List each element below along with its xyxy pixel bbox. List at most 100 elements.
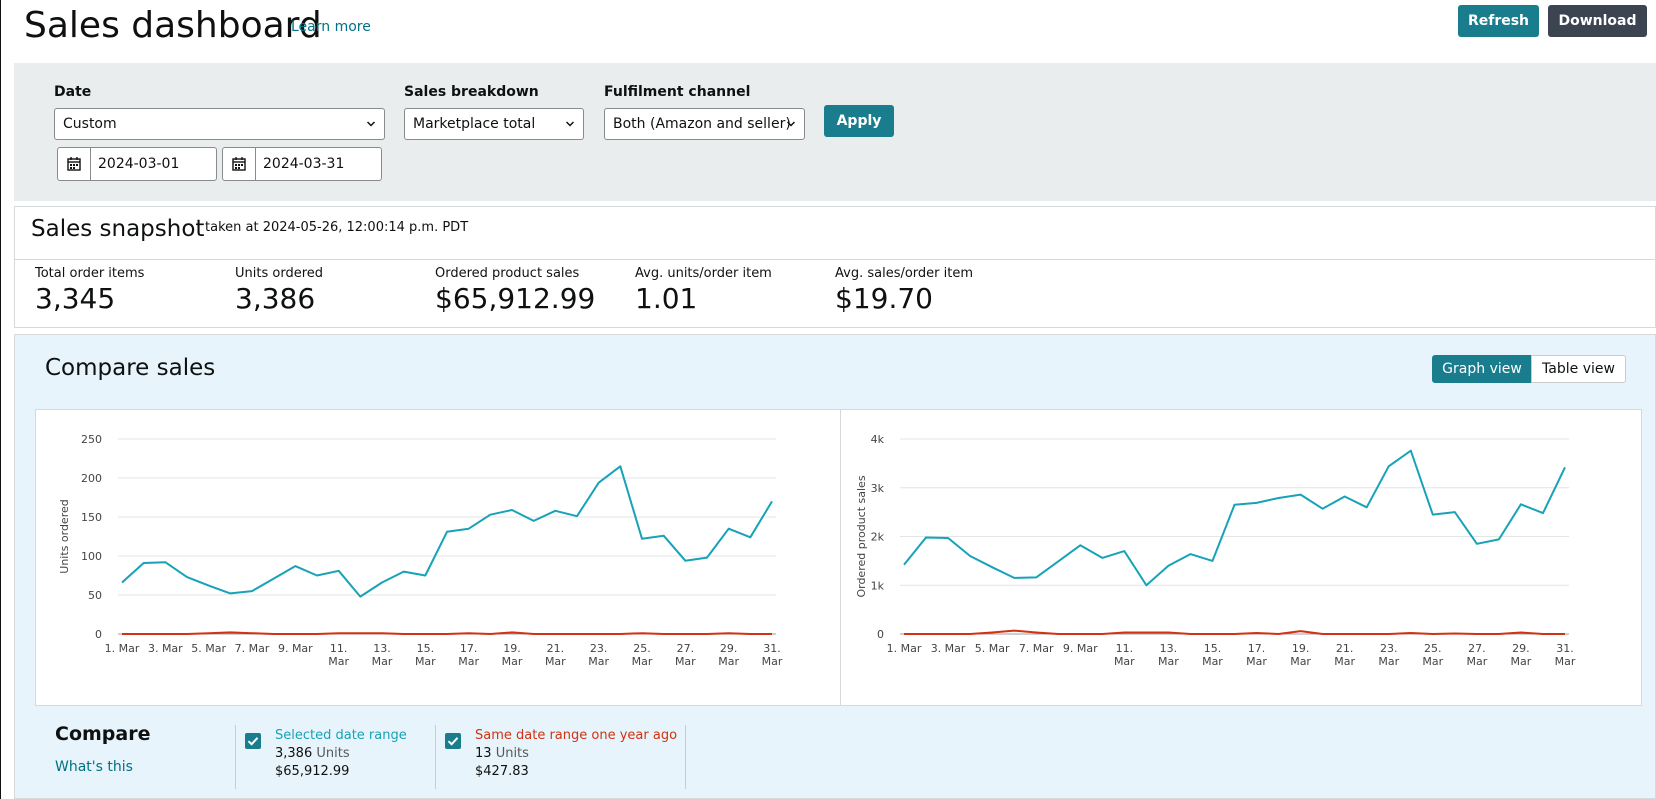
data-point (1254, 631, 1259, 636)
data-point (380, 631, 385, 636)
refresh-button[interactable]: Refresh (1458, 5, 1539, 37)
date-label: Date (54, 84, 92, 100)
data-point (924, 632, 929, 637)
data-point (250, 589, 255, 594)
data-point (661, 533, 666, 538)
data-point (902, 632, 907, 637)
start-date-field[interactable]: 2024-03-01 (57, 147, 217, 181)
date-select-value: Custom (63, 116, 117, 132)
y-tick-label: 1k (871, 579, 885, 592)
x-tick-label: 25. Mar (632, 642, 653, 668)
learn-more-link[interactable]: Learn more (291, 19, 371, 35)
chart-divider (840, 410, 841, 705)
sales-breakdown-select[interactable]: Marketplace total (404, 108, 584, 140)
legend-divider (235, 725, 236, 789)
data-point (1034, 630, 1039, 635)
metric-label: Avg. sales/order item (835, 266, 974, 281)
data-point (1496, 632, 1501, 637)
data-point (1166, 630, 1171, 635)
data-point (946, 632, 951, 637)
legend-name: Selected date range (275, 728, 407, 743)
data-point (336, 568, 341, 573)
data-point (1188, 552, 1193, 557)
series-line-selected-range (903, 449, 1566, 587)
data-point (488, 512, 493, 517)
data-point (1364, 632, 1369, 637)
data-point (1012, 575, 1017, 580)
calendar-icon[interactable] (223, 148, 256, 180)
y-tick-label: 3k (871, 482, 885, 495)
date-select[interactable]: Custom (54, 108, 385, 140)
data-point (1563, 465, 1568, 470)
x-tick-label: 19. Mar (502, 642, 523, 668)
data-point (705, 632, 710, 637)
x-tick-label: 19. Mar (1290, 642, 1311, 668)
whats-this-link[interactable]: What's this (55, 759, 133, 775)
data-point (1078, 632, 1083, 637)
data-point (293, 564, 298, 569)
x-tick-label: 3. Mar (931, 642, 966, 655)
data-point (488, 632, 493, 637)
data-point (683, 632, 688, 637)
data-point (596, 632, 601, 637)
data-point (640, 536, 645, 541)
compare-sales-title: Compare sales (45, 355, 216, 381)
metric-label: Avg. units/order item (635, 266, 772, 281)
legend-units-value: 13 (475, 746, 492, 761)
metric-units-ordered: Units ordered 3,386 (235, 266, 323, 315)
legend-divider (435, 725, 436, 789)
y-tick-label: 50 (88, 589, 102, 602)
graph-view-toggle[interactable]: Graph view (1432, 355, 1532, 383)
metric-value: 1.01 (635, 282, 698, 315)
data-point (1210, 558, 1215, 563)
table-view-toggle[interactable]: Table view (1531, 355, 1626, 383)
data-point (553, 508, 558, 513)
data-point (206, 631, 211, 636)
data-point (1100, 555, 1105, 560)
data-point (510, 507, 515, 512)
download-button[interactable]: Download (1548, 5, 1647, 37)
x-tick-label: 25. Mar (1422, 642, 1443, 668)
metric-total-order-items: Total order items 3,345 (35, 266, 144, 315)
calendar-icon[interactable] (58, 148, 91, 180)
checkmark-icon (447, 737, 459, 746)
data-point (1276, 632, 1281, 637)
data-point (1474, 632, 1479, 637)
fulfilment-channel-select[interactable]: Both (Amazon and seller) (604, 108, 805, 140)
x-tick-label: 3. Mar (148, 642, 183, 655)
data-point (206, 583, 211, 588)
data-point (1408, 448, 1413, 453)
data-point (946, 535, 951, 540)
data-point (315, 573, 320, 578)
start-date-value: 2024-03-01 (98, 156, 180, 172)
data-point (1166, 563, 1171, 568)
data-point (1563, 632, 1568, 637)
data-point (531, 632, 536, 637)
window-edge (0, 0, 1, 799)
data-point (401, 632, 406, 637)
data-point (1364, 505, 1369, 510)
data-point (1452, 510, 1457, 515)
data-point (380, 580, 385, 585)
data-point (185, 575, 190, 580)
x-tick-label: 11. Mar (328, 642, 349, 668)
x-tick-label: 15. Mar (1202, 642, 1223, 668)
metric-label: Total order items (35, 266, 145, 281)
data-point (250, 631, 255, 636)
data-point (228, 591, 233, 596)
checkbox-selected-date-range[interactable] (245, 733, 261, 749)
apply-button[interactable]: Apply (824, 105, 894, 137)
legend-units-word: Units (316, 746, 350, 761)
data-point (445, 632, 450, 637)
checkbox-same-range-last-year[interactable] (445, 733, 461, 749)
end-date-field[interactable]: 2024-03-31 (222, 147, 382, 181)
data-point (163, 560, 168, 565)
legend-name: Same date range one year ago (475, 728, 678, 743)
data-point (141, 632, 146, 637)
data-point (683, 558, 688, 563)
metric-avg-units-per-order-item: Avg. units/order item 1.01 (635, 266, 772, 315)
ordered-product-sales-chart: 0 1k 2k 3k 4k 1. Mar 3. Mar 5. Mar 7. Mar 9. Mar 1… (855, 433, 1576, 668)
y-axis-label: Units ordered (58, 499, 71, 573)
data-point (748, 632, 753, 637)
x-tick-label: 11. Mar (1114, 642, 1135, 668)
